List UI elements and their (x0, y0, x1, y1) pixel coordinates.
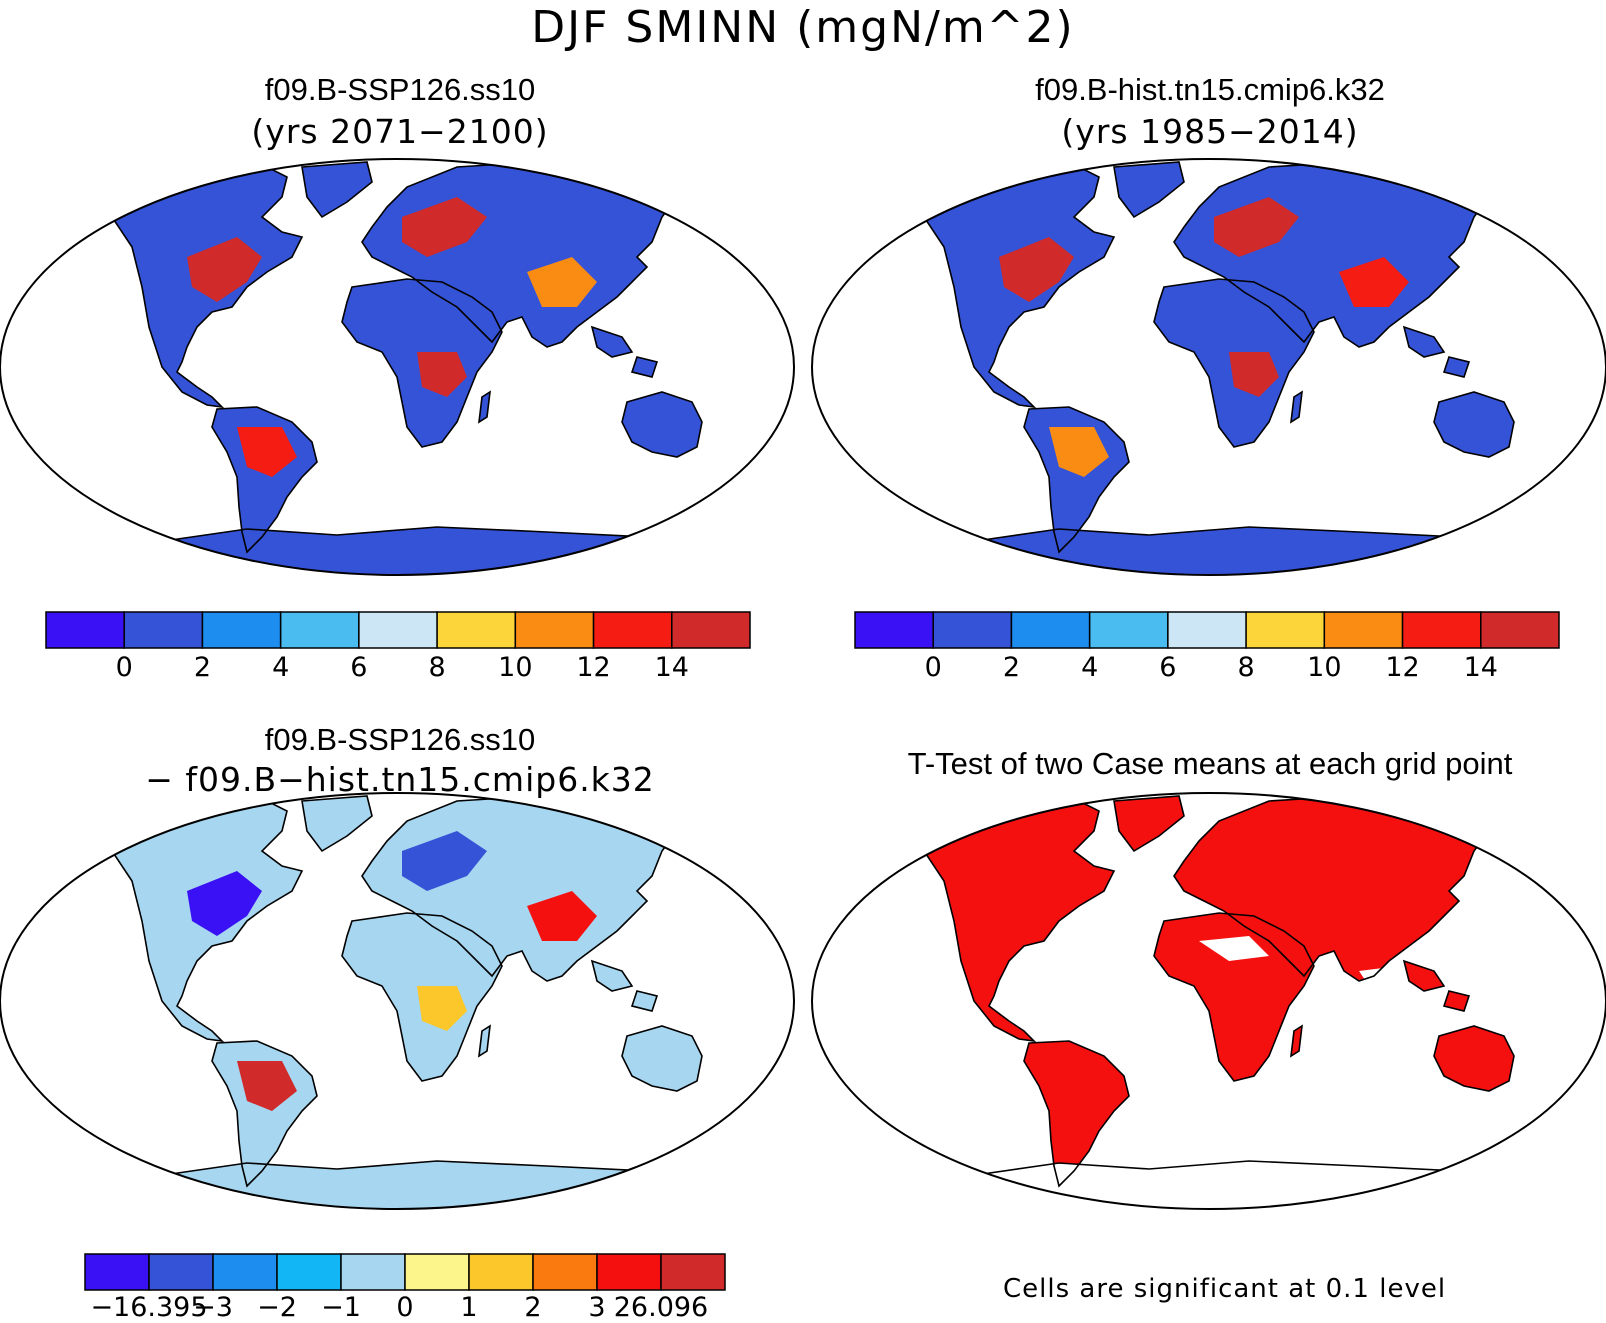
colorbar-swatch (1401, 611, 1482, 649)
colorbar-swatch (1245, 611, 1326, 649)
colorbar-swatch (532, 1253, 598, 1291)
map-panel-1 (0, 158, 795, 576)
colorbar-tick-label: 0 (396, 1292, 414, 1323)
colorbar-swatch (932, 611, 1013, 649)
colorbar-swatch (404, 1253, 470, 1291)
map-panel-4 (811, 792, 1606, 1210)
panel2-subtitle: (yrs 1985−2014) (1061, 112, 1359, 151)
colorbar-tick-label: 8 (428, 652, 446, 683)
colorbar-swatch (358, 611, 438, 649)
colorbar-swatch (45, 611, 125, 649)
colorbar-panel-2 (854, 611, 1560, 649)
panel1-title: f09.B-SSP126.ss10 (264, 72, 536, 107)
colorbar-swatch (468, 1253, 534, 1291)
colorbar-swatch (1010, 611, 1091, 649)
panel3-title: f09.B-SSP126.ss10 (264, 722, 536, 757)
colorbar-tick-label: 12 (1385, 652, 1420, 683)
colorbar-tick-label: 10 (498, 652, 533, 683)
colorbar-tick-label: 2 (1002, 652, 1021, 683)
colorbar-swatch (123, 611, 204, 649)
colorbar-swatch (340, 1253, 406, 1291)
colorbar-tick-label: 6 (350, 652, 368, 683)
colorbar-swatch (854, 611, 934, 649)
colorbar-tick-label: 6 (1159, 652, 1177, 683)
colorbar-panel-1 (45, 611, 751, 649)
panel2-title: f09.B-hist.tn15.cmip6.k32 (1035, 72, 1385, 107)
significance-note: Cells are significant at 0.1 level (1003, 1274, 1447, 1304)
colorbar-swatch (514, 611, 595, 649)
colorbar-tick-label: 10 (1307, 652, 1342, 683)
colorbar-swatch (671, 611, 751, 649)
colorbar-swatch (84, 1253, 150, 1291)
panel4-title: T-Test of two Case means at each grid po… (907, 746, 1513, 781)
colorbar-swatch (1323, 611, 1404, 649)
colorbar-swatch (592, 611, 673, 649)
colorbar-swatch (1167, 611, 1247, 649)
colorbar-tick-label: 12 (576, 652, 611, 683)
colorbar-tick-label: 4 (272, 652, 290, 683)
map-panel-3 (0, 792, 795, 1210)
colorbar-tick-label: 0 (115, 652, 133, 683)
colorbar-tick-label: 26.096 (613, 1292, 709, 1323)
colorbar-tick-label: −16.395 (90, 1292, 208, 1323)
colorbar-tick-label: −2 (257, 1292, 297, 1323)
colorbar-tick-label: 2 (524, 1292, 542, 1323)
colorbar-swatch (276, 1253, 342, 1291)
colorbar-tick-label: 14 (654, 652, 689, 683)
map-panel-2 (811, 158, 1606, 576)
colorbar-tick-label: −3 (193, 1292, 233, 1323)
colorbar-swatch (1088, 611, 1169, 649)
panel1-subtitle: (yrs 2071−2100) (251, 112, 549, 151)
colorbar-swatch (596, 1253, 662, 1291)
colorbar-swatch (660, 1253, 726, 1291)
colorbar-tick-label: 4 (1081, 652, 1099, 683)
colorbar-swatch (1480, 611, 1560, 649)
colorbar-swatch (212, 1253, 278, 1291)
colorbar-tick-label: 3 (588, 1292, 606, 1323)
colorbar-tick-label: 14 (1463, 652, 1498, 683)
colorbar-swatch (436, 611, 517, 649)
colorbar-tick-label: 0 (924, 652, 942, 683)
figure-title: DJF SMINN (mgN/m^2) (531, 2, 1075, 53)
colorbar-swatch (279, 611, 360, 649)
colorbar-swatch (148, 1253, 214, 1291)
colorbar-tick-label: 8 (1237, 652, 1255, 683)
colorbar-panel-3 (84, 1253, 726, 1291)
colorbar-tick-label: 1 (460, 1292, 478, 1323)
colorbar-tick-label: −1 (321, 1292, 361, 1323)
colorbar-tick-label: 2 (193, 652, 212, 683)
colorbar-swatch (201, 611, 282, 649)
